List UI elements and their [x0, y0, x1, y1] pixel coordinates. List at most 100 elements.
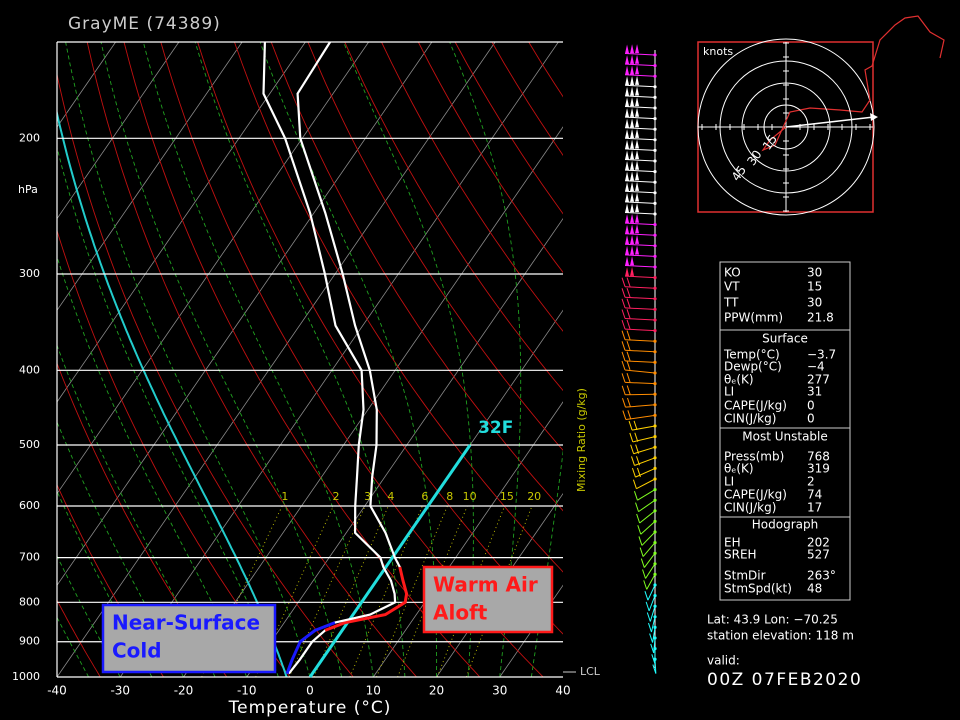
- dry-adiabat: [381, 42, 563, 332]
- barb-feather: [626, 330, 631, 340]
- barb-pennant: [630, 203, 635, 213]
- barb-dot: [653, 583, 657, 587]
- dry-adiabat: [270, 42, 563, 512]
- barb-dot: [653, 265, 657, 269]
- barb-pennant: [625, 76, 630, 86]
- barb-pennant: [625, 161, 630, 171]
- stat-name: LI: [724, 475, 734, 489]
- barb-dot: [653, 636, 657, 640]
- barb-dot: [653, 435, 657, 439]
- barb-pennant: [625, 139, 630, 149]
- barb-feather: [636, 467, 641, 478]
- stat-name: Dewp(°C): [724, 360, 782, 374]
- barb-feather: [647, 622, 652, 633]
- stat-name: LI: [724, 385, 734, 399]
- barb-dot: [653, 466, 657, 470]
- barb-feather: [621, 319, 626, 330]
- barb-dot: [653, 307, 657, 311]
- barb-pennant: [635, 234, 640, 244]
- dry-adiabat: [307, 42, 563, 451]
- barb-pennant: [630, 150, 635, 160]
- barb-feather: [621, 360, 626, 371]
- barb-pennant: [630, 65, 635, 75]
- stat-value: 263°: [807, 569, 836, 583]
- barb-pennant: [625, 55, 630, 65]
- barb-dot: [653, 551, 657, 555]
- barb-pennant: [635, 128, 640, 138]
- barb-shaft: [625, 106, 656, 109]
- barb-dot: [653, 509, 657, 513]
- barb-shaft: [625, 127, 656, 130]
- barb-pennant: [630, 97, 635, 107]
- barb-dot: [653, 254, 657, 258]
- barb-dot: [653, 647, 657, 651]
- barb-pennant: [625, 108, 630, 118]
- barb-dot: [653, 625, 657, 630]
- barb-feather: [652, 664, 657, 674]
- barb-dot: [653, 604, 657, 608]
- barb-shaft: [625, 307, 656, 310]
- barb-dot: [653, 488, 657, 492]
- dry-adiabat: [417, 42, 563, 274]
- barb-pennant: [625, 235, 630, 245]
- barb-feather: [638, 536, 643, 546]
- wind-barbs: [621, 44, 657, 674]
- barb-pennant: [625, 224, 630, 234]
- isotherm: [57, 42, 369, 495]
- barb-dot: [653, 191, 657, 195]
- barb-feather: [639, 547, 644, 557]
- barb-feather: [626, 385, 631, 395]
- barb-feather: [632, 479, 637, 489]
- barb-feather: [621, 309, 626, 319]
- barb-shaft: [625, 393, 656, 396]
- barb-dot: [653, 148, 657, 152]
- stat-name: Press(mb): [724, 450, 784, 464]
- barb-feather: [626, 340, 631, 351]
- hodograph-ring: [719, 60, 853, 194]
- barb-shaft: [625, 137, 656, 141]
- stat-name: θₑ(K): [724, 373, 754, 387]
- stat-value: 21.8: [807, 311, 834, 325]
- barb-dot: [653, 339, 657, 343]
- barb-feather: [642, 569, 647, 579]
- barb-shaft: [625, 339, 656, 342]
- barb-pennant: [635, 171, 640, 181]
- barb-feather: [634, 432, 639, 442]
- barb-feather: [645, 601, 650, 612]
- barb-feather: [630, 444, 635, 454]
- mixing-ratio-value: 4: [387, 490, 394, 503]
- barb-feather: [649, 633, 654, 643]
- barb-shaft: [646, 574, 656, 590]
- dry-adiabat: [86, 42, 417, 677]
- barb-shaft: [637, 489, 656, 501]
- x-tick-label: -20: [174, 684, 194, 698]
- barb-feather: [621, 330, 626, 340]
- barb-shaft: [631, 425, 656, 431]
- barb-feather: [621, 288, 626, 298]
- barb-feather: [631, 456, 635, 466]
- station-elevation: station elevation: 118 m: [707, 629, 854, 643]
- barb-feather: [621, 341, 626, 351]
- barb-pennant: [630, 192, 635, 202]
- stat-name: θₑ(K): [724, 462, 754, 476]
- barb-shaft: [625, 254, 656, 257]
- barb-pennant: [630, 118, 635, 128]
- barb-pennant: [630, 139, 635, 149]
- barb-feather: [626, 373, 631, 383]
- x-tick-label: -40: [47, 684, 67, 698]
- barb-shaft: [625, 148, 656, 151]
- mixing-ratio-value: 6: [421, 490, 428, 503]
- mixing-ratio-line: [288, 505, 366, 677]
- barb-dot: [653, 318, 657, 322]
- barb-dot: [653, 117, 657, 121]
- x-tick-label: -10: [237, 684, 257, 698]
- barb-shaft: [649, 606, 656, 622]
- stat-value: 277: [807, 373, 830, 387]
- barb-dot: [653, 413, 657, 417]
- x-tick-label: 0: [306, 684, 314, 698]
- hodograph-unit: knots: [703, 45, 733, 58]
- barb-pennant: [630, 160, 635, 170]
- isotherm: [183, 126, 563, 677]
- y-tick-label: 500: [19, 438, 40, 451]
- lcl-label: LCL: [580, 665, 601, 678]
